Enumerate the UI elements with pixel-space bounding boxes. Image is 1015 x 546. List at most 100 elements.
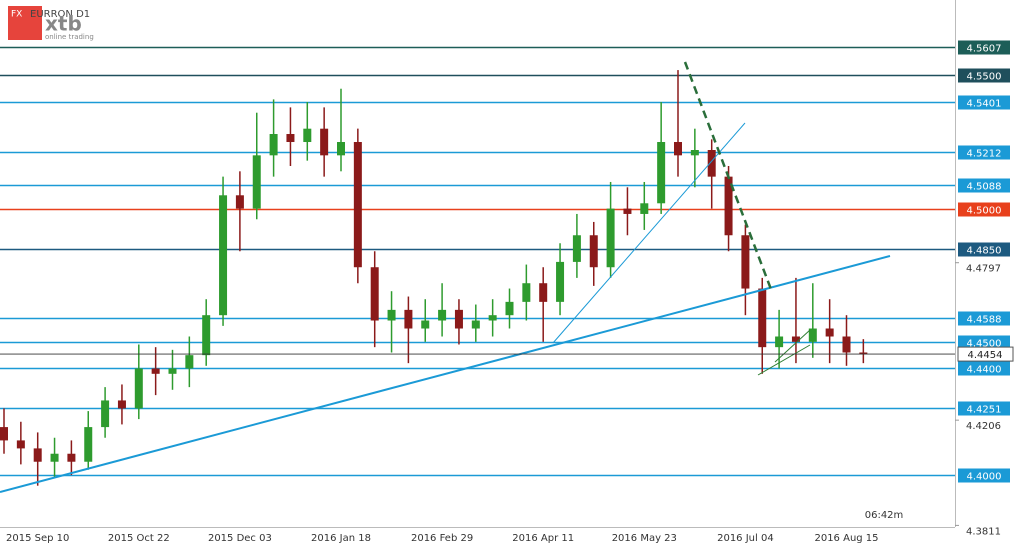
candle-body bbox=[67, 453, 76, 462]
x-tick-label: 2015 Oct 22 bbox=[108, 533, 170, 544]
trend-line bbox=[757, 344, 811, 376]
candle-body bbox=[724, 176, 733, 236]
candle-body bbox=[421, 320, 430, 329]
candle-body bbox=[151, 368, 160, 374]
candle-body bbox=[556, 261, 565, 302]
candle-body bbox=[539, 283, 548, 302]
candle-body bbox=[522, 283, 531, 302]
current-price-label: 4.4454 bbox=[968, 350, 1003, 361]
level-label-box bbox=[958, 202, 1010, 217]
level-label-box bbox=[958, 468, 1010, 483]
x-tick-label: 2016 Jul 04 bbox=[717, 533, 774, 544]
candle-body bbox=[505, 301, 514, 316]
candle-body bbox=[775, 336, 784, 348]
x-tick-label: 2016 Apr 11 bbox=[512, 533, 574, 544]
trend-line bbox=[683, 61, 774, 293]
x-tick-label: 2016 Aug 15 bbox=[814, 533, 878, 544]
current-price-box bbox=[957, 346, 1014, 362]
candle-body bbox=[842, 336, 851, 353]
level-label: 4.4400 bbox=[967, 365, 1002, 376]
candle-body bbox=[707, 150, 716, 177]
level-label: 4.4588 bbox=[967, 315, 1002, 326]
trend-line bbox=[0, 255, 891, 493]
candle-body bbox=[488, 315, 497, 321]
logo-box bbox=[8, 6, 42, 40]
candle-body bbox=[353, 142, 362, 268]
candle-body bbox=[674, 142, 682, 156]
level-label: 4.5000 bbox=[967, 206, 1002, 217]
candle-body bbox=[168, 368, 177, 374]
candle-body bbox=[859, 352, 868, 355]
logo: xtb bbox=[45, 12, 82, 36]
level-label: 4.5500 bbox=[967, 72, 1002, 83]
candle-body bbox=[370, 267, 379, 321]
level-label-box bbox=[958, 40, 1010, 55]
candle-body bbox=[741, 235, 750, 289]
candle-body bbox=[84, 427, 93, 462]
x-tick-label: 2016 May 23 bbox=[612, 533, 677, 544]
candle-body bbox=[657, 142, 666, 204]
level-label-box bbox=[958, 242, 1010, 257]
level-label: 4.4850 bbox=[967, 246, 1002, 257]
level-label: 4.4000 bbox=[967, 472, 1002, 483]
trend-lines bbox=[0, 61, 891, 493]
x-tick-label: 2016 Feb 29 bbox=[411, 533, 473, 544]
candle-body bbox=[471, 320, 480, 329]
candle-body bbox=[252, 155, 261, 209]
candle-body bbox=[572, 235, 581, 262]
y-tick-label: 4.4797 bbox=[966, 264, 1001, 275]
candle-body bbox=[404, 309, 413, 329]
candle-body bbox=[134, 368, 143, 409]
candle-body bbox=[623, 208, 632, 214]
candle-body bbox=[825, 328, 834, 337]
candle-body bbox=[320, 128, 329, 156]
x-tick-label: 2015 Dec 03 bbox=[208, 533, 272, 544]
candle-body bbox=[0, 427, 8, 441]
level-label-box bbox=[958, 401, 1010, 416]
header: FX EURRON D1 xtb online trading bbox=[8, 6, 94, 41]
level-label-box bbox=[958, 311, 1010, 326]
level-label: 4.5607 bbox=[967, 44, 1002, 55]
y-tick-label: 4.4206 bbox=[966, 421, 1001, 432]
x-tick-label: 2016 Jan 18 bbox=[311, 533, 371, 544]
timer: 06:42m bbox=[865, 510, 904, 521]
tagline: online trading bbox=[45, 33, 94, 41]
level-label-box bbox=[958, 145, 1010, 160]
level-label-box bbox=[958, 361, 1010, 376]
candle-body bbox=[438, 309, 447, 321]
candles bbox=[0, 70, 868, 486]
candle-body bbox=[606, 208, 615, 268]
level-label-box bbox=[958, 95, 1010, 110]
x-tick-label: 2015 Sep 10 bbox=[6, 533, 69, 544]
candle-body bbox=[117, 400, 126, 409]
candle-body bbox=[758, 288, 767, 348]
level-label-box bbox=[958, 68, 1010, 83]
candle-body bbox=[219, 195, 228, 316]
candle-body bbox=[454, 309, 463, 329]
candle-body bbox=[269, 134, 278, 156]
candle-body bbox=[303, 128, 312, 143]
candle-body bbox=[33, 448, 42, 462]
candle-body bbox=[185, 355, 194, 369]
level-label-box bbox=[958, 335, 1010, 350]
level-label: 4.4251 bbox=[967, 405, 1002, 416]
trend-line bbox=[552, 122, 746, 344]
candle-body bbox=[791, 336, 800, 342]
level-label: 4.4500 bbox=[967, 339, 1002, 350]
candle-body bbox=[16, 440, 25, 449]
candle-body bbox=[202, 315, 211, 356]
trend-line bbox=[774, 329, 811, 363]
candle-body bbox=[640, 203, 649, 214]
candle-body bbox=[286, 134, 295, 143]
level-label: 4.5088 bbox=[967, 182, 1002, 193]
candle-body bbox=[101, 400, 110, 428]
candle-body bbox=[337, 142, 345, 156]
candle-body bbox=[808, 328, 817, 342]
candle-body bbox=[387, 309, 396, 321]
candle-body bbox=[50, 453, 59, 462]
candle-body bbox=[690, 150, 699, 156]
candle-body bbox=[235, 195, 244, 209]
level-label: 4.5212 bbox=[967, 149, 1002, 160]
